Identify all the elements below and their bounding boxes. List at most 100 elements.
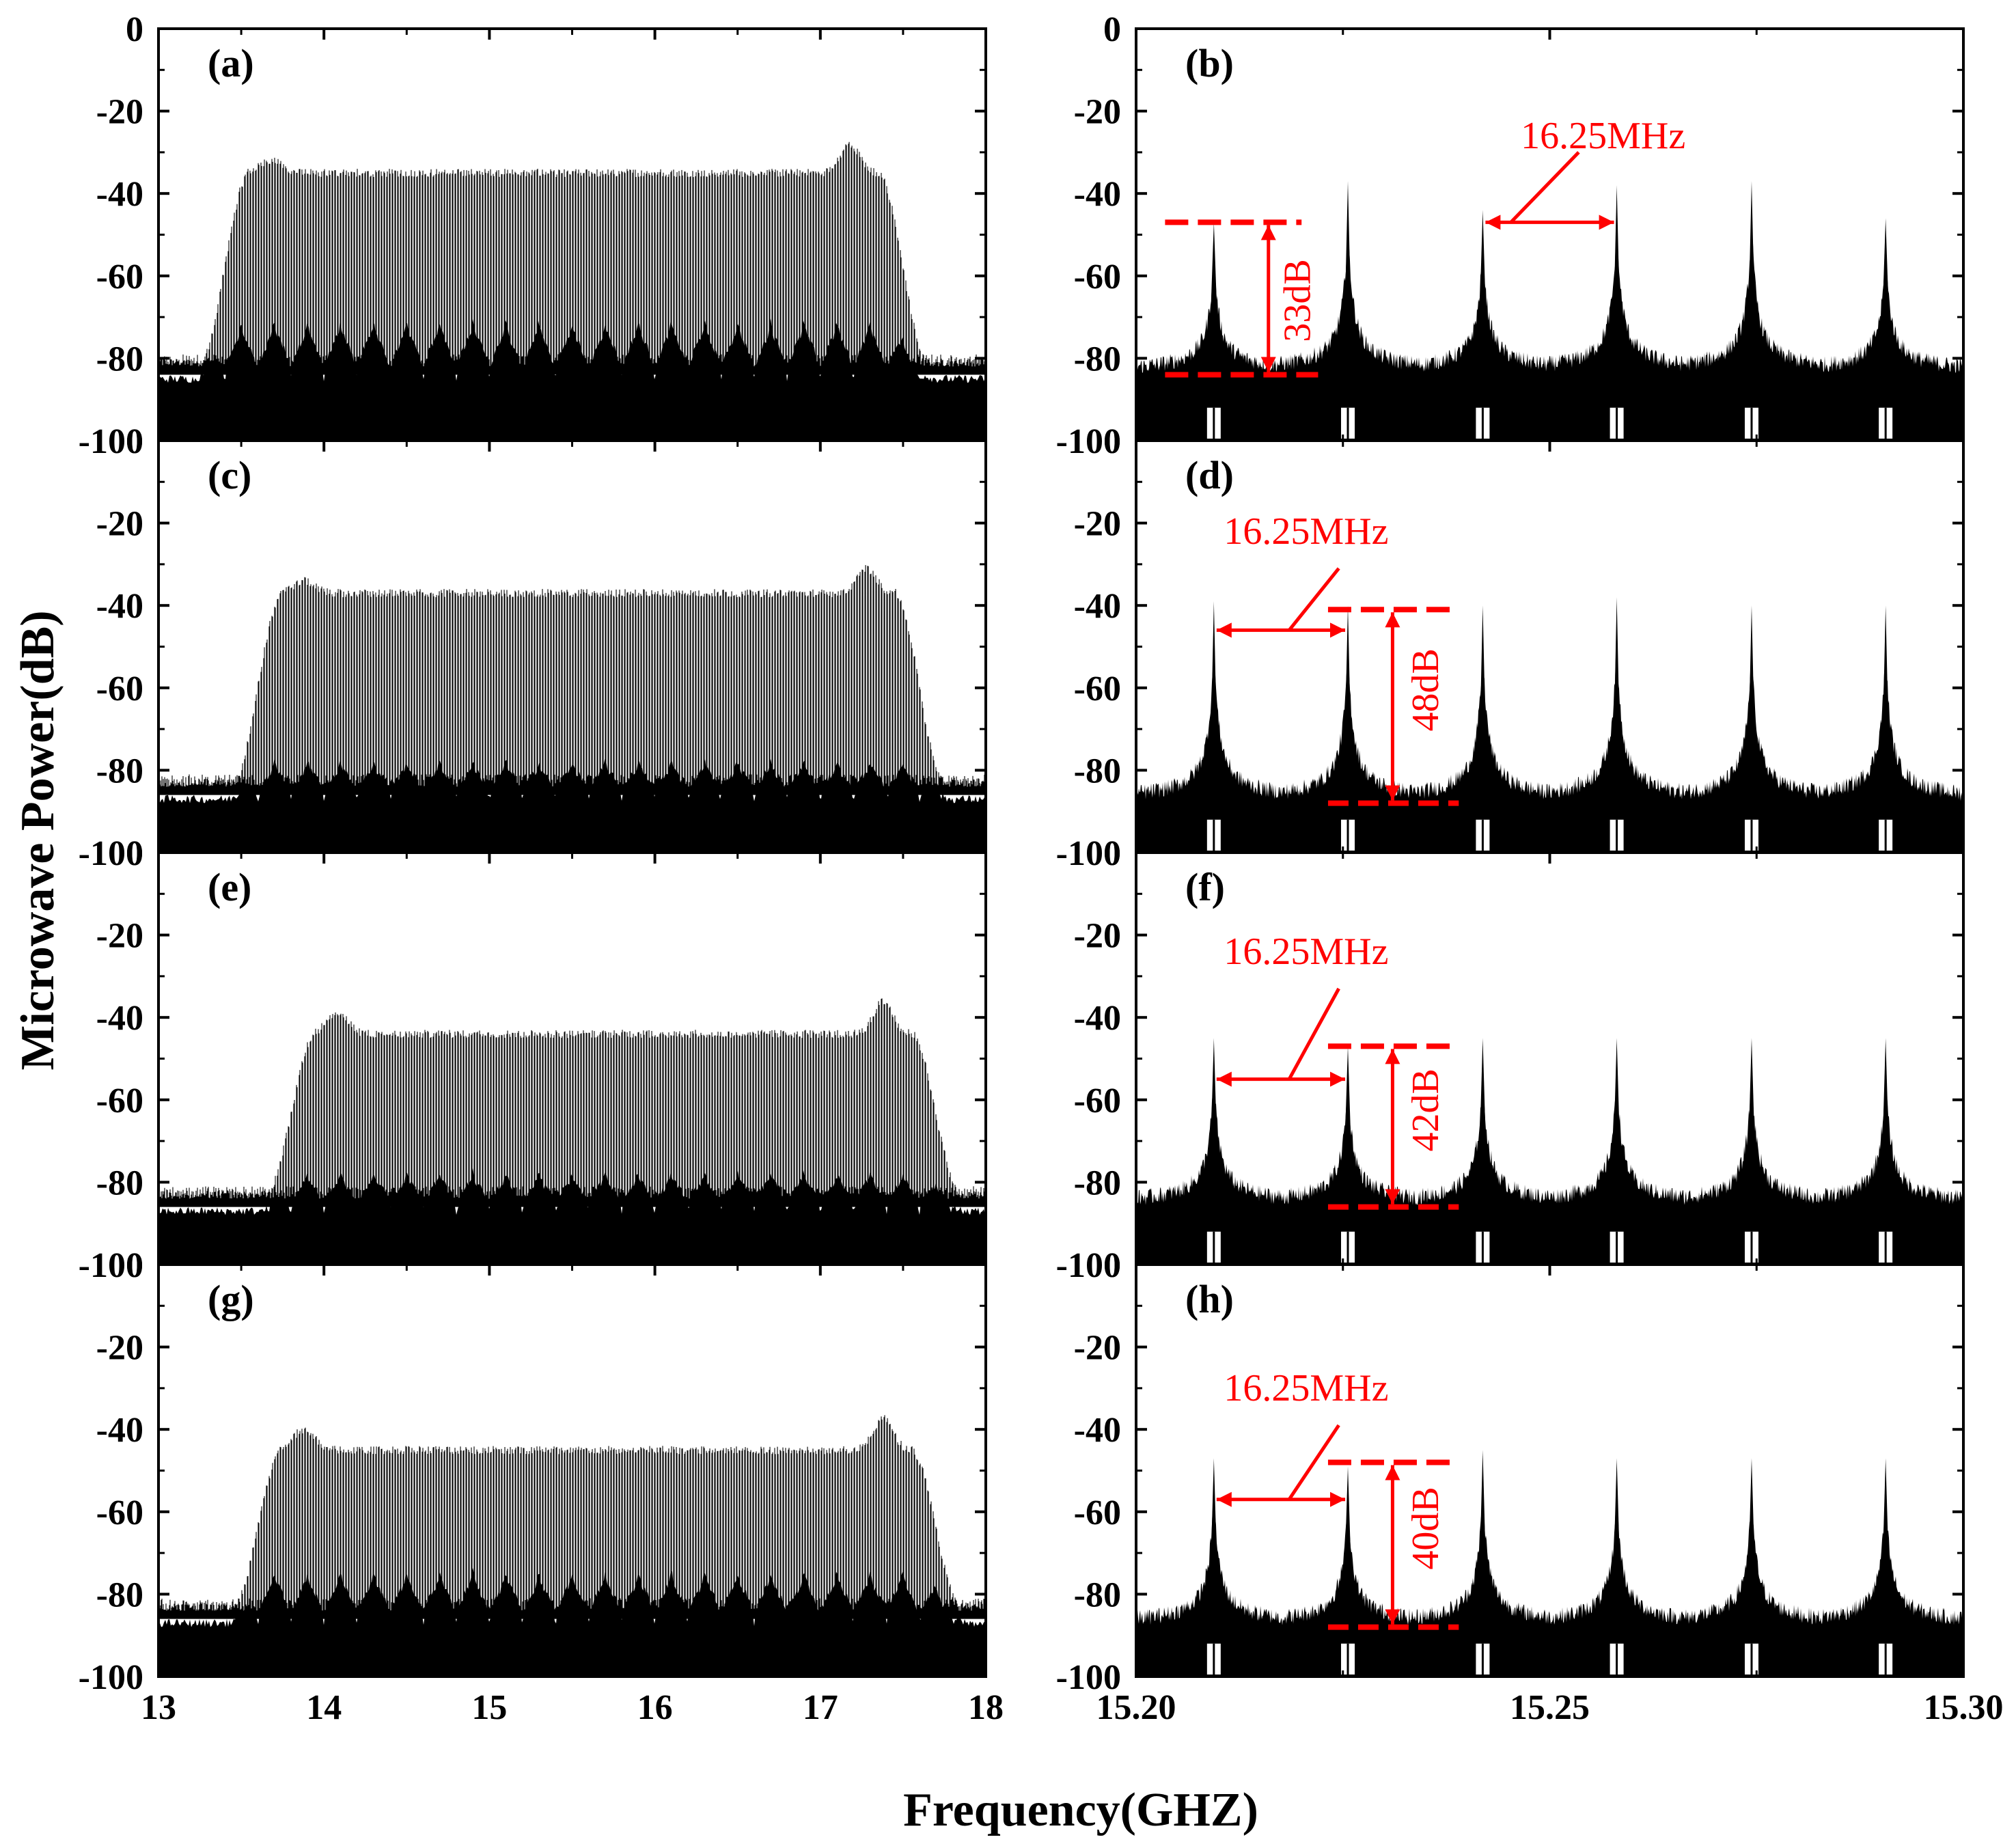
y-tick-label: -60 <box>1074 1493 1121 1532</box>
y-tick-label: -80 <box>1074 1163 1121 1202</box>
y-tick-label: -100 <box>1056 834 1121 873</box>
depth-label: 40dB <box>1405 1487 1447 1569</box>
y-tick-label: -40 <box>1074 999 1121 1038</box>
y-tick-label: -80 <box>1074 340 1121 378</box>
y-tick-label: -20 <box>1074 505 1121 544</box>
comb-peak <box>1345 605 1351 730</box>
spacing-arrow-heads <box>1485 215 1614 230</box>
spacing-leader <box>1287 1424 1340 1501</box>
comb-peak <box>1883 1038 1889 1133</box>
y-tick-label: -80 <box>1074 1575 1121 1614</box>
y-axis-title: Microwave Power(dB) <box>12 610 64 1070</box>
y-tick-label: -40 <box>96 1411 143 1450</box>
comb-peak <box>1211 1038 1217 1133</box>
panel-d: 16.25MHz 48dB 0 -20 -40 -60 -80 -100 (d) <box>1056 422 1965 873</box>
y-tick-label: -60 <box>1074 258 1121 297</box>
panel-c: 0 -20 -40 -60 -80 -100 (c) <box>79 422 987 873</box>
y-tick-label: -100 <box>79 1658 143 1697</box>
y-tick-label: -60 <box>1074 670 1121 708</box>
noise-floor <box>158 1567 986 1677</box>
y-tick-label: -60 <box>1074 1082 1121 1120</box>
y-tick-label: -80 <box>96 340 143 378</box>
y-tick-label: 0 <box>126 1246 143 1285</box>
spacing-arrow-heads <box>1216 1491 1346 1507</box>
comb-peak <box>1345 1466 1351 1554</box>
x-axis-title: Frequency(GHZ) <box>903 1784 1258 1836</box>
panel-label: (e) <box>208 865 251 909</box>
comb-peak <box>1480 605 1486 730</box>
y-tick-label: -100 <box>79 1246 143 1285</box>
panel-label: (d) <box>1185 453 1234 497</box>
panel-f: 16.25MHz 42dB 0 -20 -40 -60 -80 -100 (f) <box>1056 834 1965 1285</box>
y-tick-label: -100 <box>79 834 143 873</box>
y-tick-label: 0 <box>1103 422 1121 461</box>
comb-peak <box>1211 222 1217 301</box>
x-tick-label: 15.30 <box>1924 1688 2004 1727</box>
depth-label: 42dB <box>1405 1069 1447 1151</box>
zoom-noise-floor <box>1136 1067 1963 1265</box>
comb-peak <box>1748 181 1754 301</box>
spacing-label: 16.25MHz <box>1224 510 1388 553</box>
comb-peak <box>1480 1038 1486 1133</box>
spacing-leader <box>1287 987 1340 1080</box>
y-tick-label: -100 <box>1056 1658 1121 1697</box>
y-tick-label: 0 <box>126 10 143 49</box>
y-tick-label: 0 <box>126 834 143 873</box>
x-tick-label: 13 <box>141 1688 176 1727</box>
y-tick-label: -40 <box>1074 1411 1121 1450</box>
y-tick-label: -100 <box>79 422 143 461</box>
y-tick-label: -20 <box>96 917 143 956</box>
noise-floor <box>158 1168 986 1265</box>
x-tick-label: 15.25 <box>1510 1688 1590 1727</box>
comb-peak <box>1614 185 1620 301</box>
comb-peak <box>1614 1458 1620 1554</box>
y-tick-label: -80 <box>96 752 143 790</box>
y-tick-label: -20 <box>96 505 143 544</box>
panel-label: (h) <box>1185 1277 1234 1321</box>
y-tick-label: -40 <box>1074 175 1121 214</box>
comb-peak <box>1883 1458 1889 1554</box>
comb-peak <box>1614 597 1620 730</box>
x-tick-label: 16 <box>637 1688 673 1727</box>
spacing-leader <box>1509 151 1580 224</box>
y-tick-label: 0 <box>1103 10 1121 49</box>
y-tick-label: -100 <box>1056 1246 1121 1285</box>
x-tick-label: 15 <box>471 1688 507 1727</box>
comb-peak <box>1211 601 1217 730</box>
comb-peak <box>1480 1450 1486 1554</box>
y-tick-label: -20 <box>1074 917 1121 956</box>
comb-peak <box>1480 210 1486 301</box>
y-tick-label: -100 <box>1056 422 1121 461</box>
panel-label: (c) <box>208 453 251 497</box>
y-tick-label: -80 <box>96 1575 143 1614</box>
y-tick-label: -60 <box>96 258 143 297</box>
y-tick-label: -80 <box>1074 752 1121 790</box>
noise-floor <box>158 757 986 853</box>
y-tick-label: -60 <box>96 1082 143 1120</box>
panel-label: (f) <box>1185 865 1225 909</box>
comb-peak <box>1345 181 1351 301</box>
x-tick-label: 15.20 <box>1096 1688 1176 1727</box>
y-tick-label: -20 <box>96 1329 143 1368</box>
y-tick-label: 0 <box>1103 1246 1121 1285</box>
comb-peak <box>1748 1038 1754 1133</box>
y-tick-label: -20 <box>96 93 143 132</box>
depth-arrow-heads <box>1260 225 1276 372</box>
y-tick-label: -40 <box>96 999 143 1038</box>
noise-floor <box>158 318 986 441</box>
panels-group: 0 -20 -40 -60 -80 -100 (a) 16.25MHz 33dB 0 -20 -40 -… <box>79 10 2004 1727</box>
spacing-arrow-heads <box>1216 622 1346 638</box>
zoom-noise-floor <box>1136 220 1963 441</box>
comb-peak <box>1614 1038 1620 1133</box>
comb-peak <box>1883 605 1889 730</box>
spacing-leader <box>1288 567 1340 631</box>
y-tick-label: -20 <box>1074 93 1121 132</box>
panel-b: 16.25MHz 33dB 0 -20 -40 -60 -80 -100 (b) <box>1056 10 1965 461</box>
panel-e: 0 -20 -40 -60 -80 -100 (e) <box>79 834 987 1285</box>
panel-label: (b) <box>1185 41 1234 85</box>
y-tick-label: -60 <box>96 1493 143 1532</box>
y-tick-label: -20 <box>1074 1329 1121 1368</box>
